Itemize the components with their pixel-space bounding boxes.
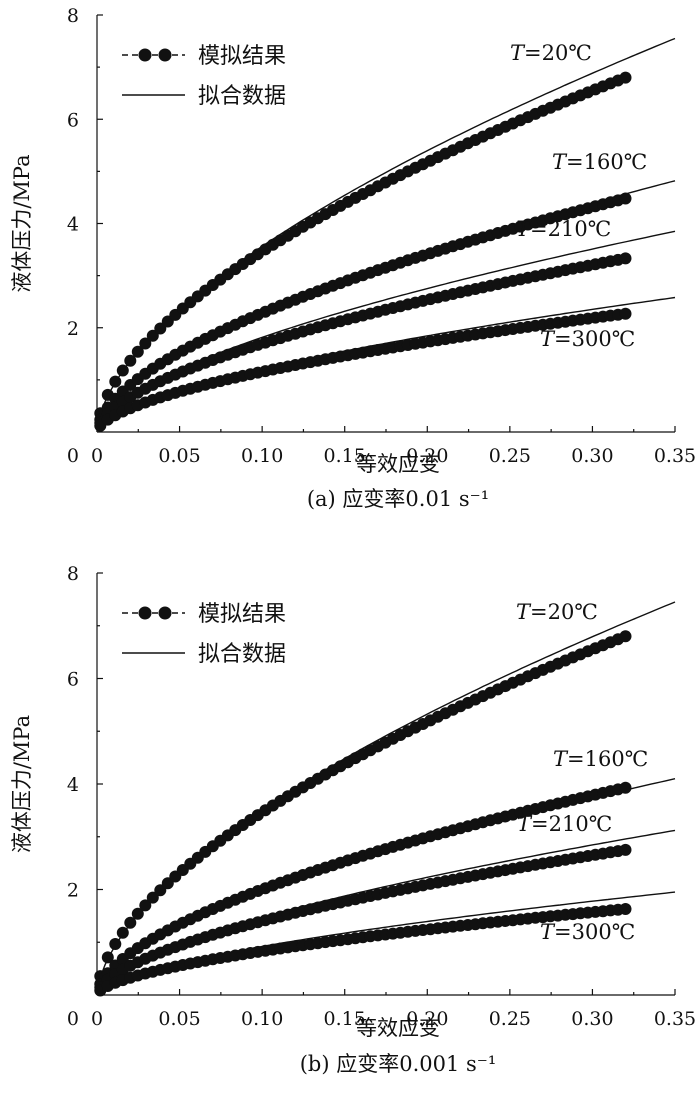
y-tick-label: 8 [67,563,79,585]
sim-point [124,354,137,367]
sim-point [116,364,129,377]
series-label-variable: T [510,41,526,65]
series-label-variable: T [516,600,532,624]
series-label-value: =20℃ [530,600,598,624]
series-label-2: T=210℃ [516,217,611,241]
sim-point [619,71,632,84]
legend-sim-marker [138,606,152,620]
x-tick-label: 0.20 [406,445,448,467]
sim-point [154,322,167,335]
x-tick-label: 0.25 [489,445,531,467]
sim-point [131,907,144,920]
series-label-2: T=210℃ [517,812,612,836]
series-label-0: T=20℃ [510,41,592,65]
series-label-1: T=160℃ [553,747,648,771]
x-tick-label: 0.05 [158,445,200,467]
sim-point [619,307,632,320]
sim-point [619,903,632,915]
sim-point [116,926,129,939]
legend-fit-label: 拟合数据 [198,642,286,667]
sim-point [124,916,137,929]
series-label-variable: T [516,217,532,241]
series-label-value: =210℃ [530,217,611,241]
fit-curve-1 [99,778,676,986]
series-label-0: T=20℃ [516,600,598,624]
sim-point [146,891,159,904]
x-tick-label: 0.35 [654,1008,696,1030]
origin-label: 0 [67,445,79,467]
x-tick-label: 0.30 [571,445,613,467]
series-label-value: =300℃ [554,327,635,351]
y-tick-label: 4 [67,774,79,796]
x-tick-label: 0.05 [158,1008,200,1030]
x-tick-label: 0 [91,1008,103,1030]
sim-point [109,375,122,388]
x-axis-title: 等效应变 [356,1016,440,1040]
sim-point [139,899,152,912]
series-label-value: =160℃ [567,747,648,771]
legend-sim-marker [158,48,172,62]
x-tick-label: 0.25 [489,1008,531,1030]
series-label-variable: T [540,920,556,944]
y-tick-label: 2 [67,880,79,902]
x-axis-title: 等效应变 [356,452,440,476]
origin-label: 0 [67,1008,79,1030]
sim-point [619,252,632,265]
x-tick-label: 0 [91,445,103,467]
x-tick-label: 0.15 [324,445,366,467]
y-tick-label: 6 [67,109,79,131]
series-label-value: =300℃ [554,920,635,944]
legend-sim-label: 模拟结果 [198,44,286,69]
y-tick-label: 6 [67,669,79,691]
legend-sim-marker [158,606,172,620]
x-tick-label: 0.20 [406,1008,448,1030]
series-label-3: T=300℃ [540,327,635,351]
x-tick-label: 0.10 [241,445,283,467]
x-tick-label: 0.35 [654,445,696,467]
sim-point [154,884,167,897]
y-axis-title: 液体压力/MPa [10,154,34,292]
sim-point [619,843,632,856]
sim-point [131,345,144,358]
sim-point [619,781,632,794]
figure-caption: (a) 应变率0.01 s⁻¹ [307,487,489,511]
sim-point [619,630,632,643]
series-label-value: =160℃ [566,150,647,174]
series-label-variable: T [552,150,568,174]
x-tick-label: 0.10 [241,1008,283,1030]
x-tick-label: 0.30 [571,1008,613,1030]
series-label-variable: T [517,812,533,836]
y-tick-label: 8 [67,5,79,27]
series-label-variable: T [540,327,556,351]
series-label-3: T=300℃ [540,920,635,944]
series-label-value: =210℃ [531,812,612,836]
legend-sim-label: 模拟结果 [198,602,286,627]
legend-sim-marker [138,48,152,62]
sim-point [139,337,152,350]
figure-caption: (b) 应变率0.001 s⁻¹ [300,1052,497,1076]
chart-panel-b: 0 0.05 0.10 0.15 0.20 0.25 0.30 0.35 2 4 6 8 0 等效应变 液体… [10,563,696,1076]
sim-point [619,192,632,205]
sim-point [109,938,122,950]
y-tick-label: 2 [67,318,79,340]
x-tick-label: 0.15 [324,1008,366,1030]
series-label-variable: T [553,747,569,771]
legend-fit-label: 拟合数据 [198,84,286,109]
y-tick-label: 4 [67,214,79,236]
chart-panel-a: 0 0.05 0.10 0.15 0.20 0.25 0.30 0.35 2 4 6 8 0 等效应变 液体… [10,5,696,511]
sim-point [101,951,114,964]
series-label-1: T=160℃ [552,150,647,174]
y-axis-title: 液体压力/MPa [10,715,34,853]
sim-point [146,329,159,342]
series-label-value: =20℃ [524,41,592,65]
